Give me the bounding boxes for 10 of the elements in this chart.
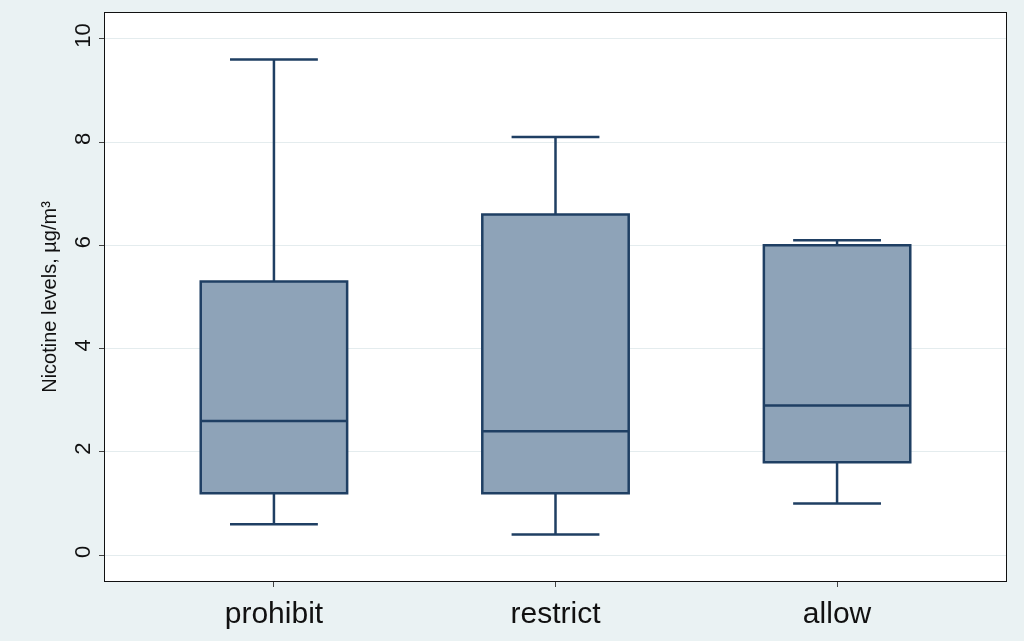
- y-tick-label: 8: [70, 132, 96, 145]
- y-axis-title: Nicotine levels, µg/m³: [37, 200, 60, 393]
- y-tick-label: 0: [70, 545, 96, 559]
- x-tick-label: allow: [802, 596, 872, 629]
- y-tick-label: 2: [70, 442, 96, 455]
- x-tick-label: restrict: [510, 596, 602, 629]
- y-tick-label: 4: [70, 339, 96, 352]
- x-tick-label: prohibit: [224, 596, 324, 629]
- y-tick-label: 6: [70, 235, 96, 249]
- y-tick-label: 10: [70, 23, 96, 48]
